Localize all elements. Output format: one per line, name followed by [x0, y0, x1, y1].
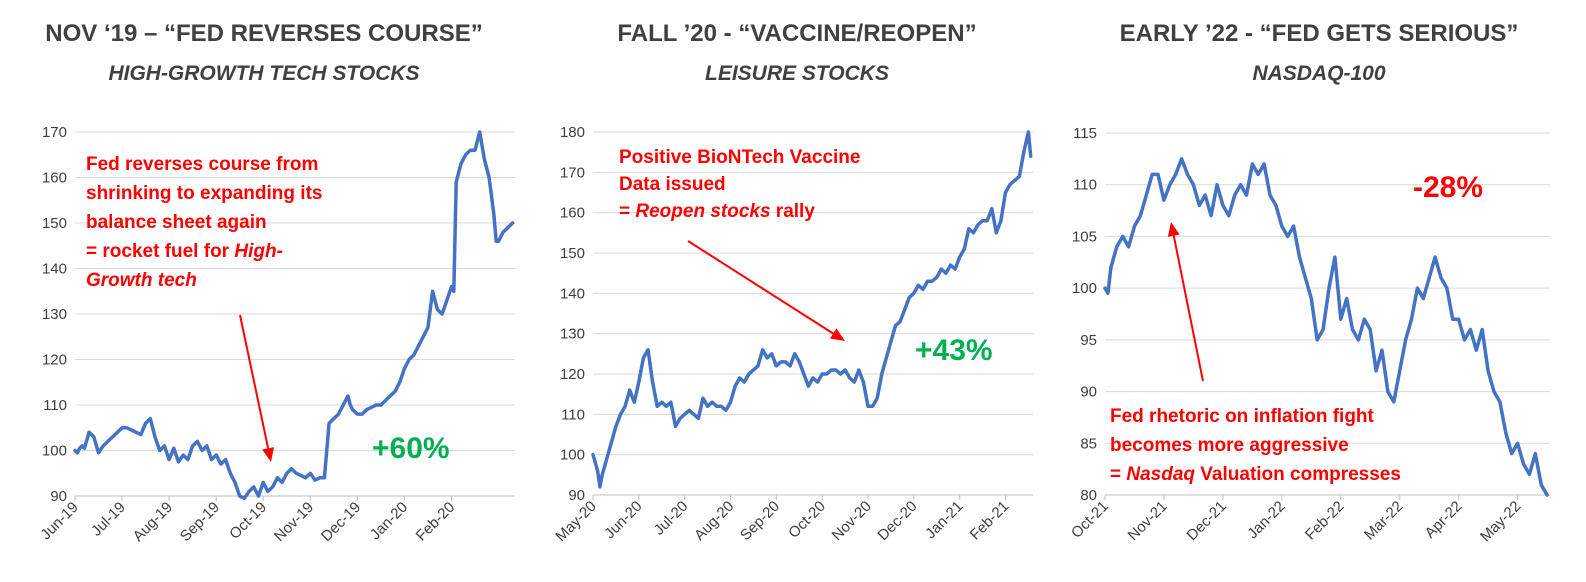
chart-panel-3: EARLY ’22 - “FED GETS SERIOUS” NASDAQ-10…: [1055, 0, 1583, 582]
annotation-line: becomes more aggressive: [1110, 435, 1349, 456]
y-tick-label: 100: [42, 443, 67, 460]
line-chart-1: 90 100 110 120 130 140 150 160 170 Jun-19 Jul-19 Au…: [37, 124, 515, 545]
x-tick-label: Apr-22: [1422, 498, 1466, 542]
annotation-line: = Nasdaq Valuation compresses: [1110, 464, 1401, 485]
y-tick-label: 140: [42, 261, 67, 278]
y-tick-label: 80: [1080, 487, 1097, 504]
y-tick-label: 100: [1072, 280, 1097, 297]
x-tick-label: Dec-19: [318, 499, 364, 545]
y-tick-label: 130: [42, 306, 67, 323]
y-tick-label: 95: [1080, 332, 1097, 349]
chart-panel-1: NOV ‘19 – “FED REVERSES COURSE” HIGH-GRO…: [0, 0, 528, 582]
y-tick-label: 90: [1080, 384, 1097, 401]
chart-subtitle-1: HIGH-GROWTH TECH STOCKS: [108, 62, 420, 85]
y-tick-label: 140: [560, 285, 585, 302]
x-tick-label: Jul-19: [88, 499, 129, 540]
y-tick-label: 170: [560, 164, 585, 181]
annotation-arrow: [239, 314, 270, 449]
x-tick-label: Dec-20: [874, 498, 920, 544]
x-tick-label: Jan-22: [1244, 498, 1288, 542]
change-callout: +60%: [372, 432, 450, 465]
x-tick-label: Nov-20: [829, 498, 875, 544]
x-tick-label: Jun-20: [601, 498, 645, 542]
annotation-arrow: [1172, 235, 1204, 382]
y-tick-label: 110: [43, 397, 67, 414]
x-tick-label: Sep-20: [737, 498, 783, 544]
chart-subtitle-3: NASDAQ-100: [1252, 62, 1386, 85]
x-tick-label: Nov-19: [271, 499, 317, 545]
y-tick-label: 115: [1073, 125, 1097, 142]
y-tick-label: 85: [1080, 435, 1097, 452]
series-line: [591, 130, 1033, 489]
y-tick-label: 110: [561, 406, 585, 423]
x-tick-label: Oct-20: [785, 498, 829, 542]
line-chart-2: 90 100 110 120 130 140 150 160 170 180 May-20 Jun-2…: [552, 124, 1033, 545]
change-callout: -28%: [1413, 171, 1483, 204]
x-tick-label: Nov-21: [1125, 498, 1171, 544]
y-tick-label: 160: [560, 205, 585, 222]
annotation-line: Positive BioNTech Vaccine: [619, 147, 860, 168]
annotation-line: Fed reverses course from: [86, 154, 318, 175]
y-tick-label: 100: [560, 447, 585, 464]
x-tick-label: Feb-20: [413, 499, 459, 545]
y-tick-label: 90: [50, 488, 67, 505]
annotation-line: Fed rhetoric on inflation fight: [1110, 406, 1375, 427]
x-tick-label: Aug-20: [691, 498, 737, 544]
x-tick-label: Sep-19: [177, 499, 223, 545]
y-tick-label: 160: [42, 170, 67, 187]
chart-title-2: FALL ’20 - “VACCINE/REOPEN”: [617, 20, 977, 47]
y-tick-label: 120: [560, 366, 585, 383]
annotation-arrow: [687, 240, 834, 335]
annotation-line: Data issued: [619, 174, 726, 195]
y-tick-label: 150: [42, 215, 67, 232]
chart-title-3: EARLY ’22 - “FED GETS SERIOUS”: [1119, 20, 1519, 47]
x-tick-label: Dec-21: [1183, 498, 1229, 544]
series-line: [73, 130, 515, 501]
y-tick-label: 180: [560, 124, 585, 141]
change-callout: +43%: [915, 334, 993, 367]
chart-panel-2: FALL ’20 - “VACCINE/REOPEN” LEISURE STOC…: [533, 0, 1061, 582]
x-tick-label: Mar-22: [1361, 498, 1407, 544]
y-tick-label: 150: [560, 245, 585, 262]
y-tick-label: 130: [560, 326, 585, 343]
y-tick-label: 170: [42, 124, 67, 141]
y-tick-label: 105: [1072, 228, 1097, 245]
arrow-head: [1167, 222, 1180, 237]
x-tick-label: Jun-19: [37, 499, 81, 543]
arrow-head: [829, 328, 845, 341]
y-tick-label: 110: [1073, 177, 1097, 194]
x-tick-label: May-22: [1477, 498, 1524, 545]
x-tick-label: May-20: [552, 498, 599, 545]
x-tick-label: Jan-20: [367, 499, 411, 543]
x-tick-label: Feb-21: [967, 498, 1013, 544]
annotation-line: balance sheet again: [86, 212, 267, 233]
arrow-head: [262, 447, 274, 462]
line-chart-3: 80 85 90 95 100 105 110 115 Oct-21 Nov-21 Dec-21 Ja…: [1068, 125, 1550, 545]
x-tick-label: Oct-19: [226, 499, 270, 543]
x-tick-label: Jul-20: [651, 498, 692, 539]
annotation-line: = Reopen stocks rally: [619, 201, 815, 222]
y-tick-label: 120: [42, 352, 67, 369]
chart-title-1: NOV ‘19 – “FED REVERSES COURSE”: [45, 20, 483, 47]
x-tick-label: Jan-21: [922, 498, 966, 542]
y-tick-label: 90: [568, 487, 585, 504]
series-line: [1103, 157, 1549, 497]
chart-subtitle-2: LEISURE STOCKS: [705, 62, 889, 85]
x-tick-label: Feb-22: [1302, 498, 1348, 544]
annotation-line: Growth tech: [86, 270, 197, 291]
x-tick-label: Aug-19: [130, 499, 176, 545]
x-tick-label: Oct-21: [1068, 498, 1112, 542]
annotation-line: = rocket fuel for High-: [86, 241, 283, 262]
annotation-line: shrinking to expanding its: [86, 183, 322, 204]
